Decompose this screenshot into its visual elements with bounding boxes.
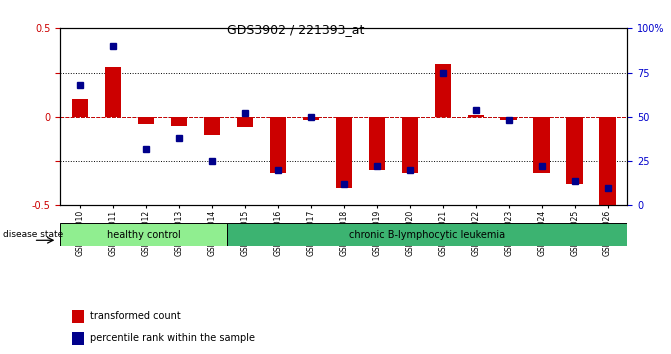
Bar — [599, 117, 616, 205]
Text: disease state: disease state — [3, 230, 64, 239]
Text: healthy control: healthy control — [107, 229, 180, 240]
Bar — [435, 64, 451, 117]
Bar — [138, 117, 154, 124]
Text: percentile rank within the sample: percentile rank within the sample — [90, 333, 255, 343]
Bar — [204, 117, 220, 135]
Bar — [303, 117, 319, 120]
Text: GDS3902 / 221393_at: GDS3902 / 221393_at — [227, 23, 364, 36]
Text: transformed count: transformed count — [90, 312, 180, 321]
Bar — [72, 332, 84, 345]
Bar — [566, 117, 583, 184]
Bar — [60, 223, 227, 246]
Bar — [533, 117, 550, 173]
Bar — [401, 117, 418, 173]
Bar — [227, 223, 627, 246]
Bar — [368, 117, 385, 170]
Bar — [171, 117, 187, 126]
Bar — [105, 67, 121, 117]
Bar — [72, 310, 84, 323]
Text: chronic B-lymphocytic leukemia: chronic B-lymphocytic leukemia — [349, 229, 505, 240]
Bar — [336, 117, 352, 188]
Bar — [270, 117, 287, 173]
Bar — [72, 99, 89, 117]
Bar — [501, 117, 517, 120]
Bar — [468, 115, 484, 117]
Bar — [237, 117, 253, 127]
